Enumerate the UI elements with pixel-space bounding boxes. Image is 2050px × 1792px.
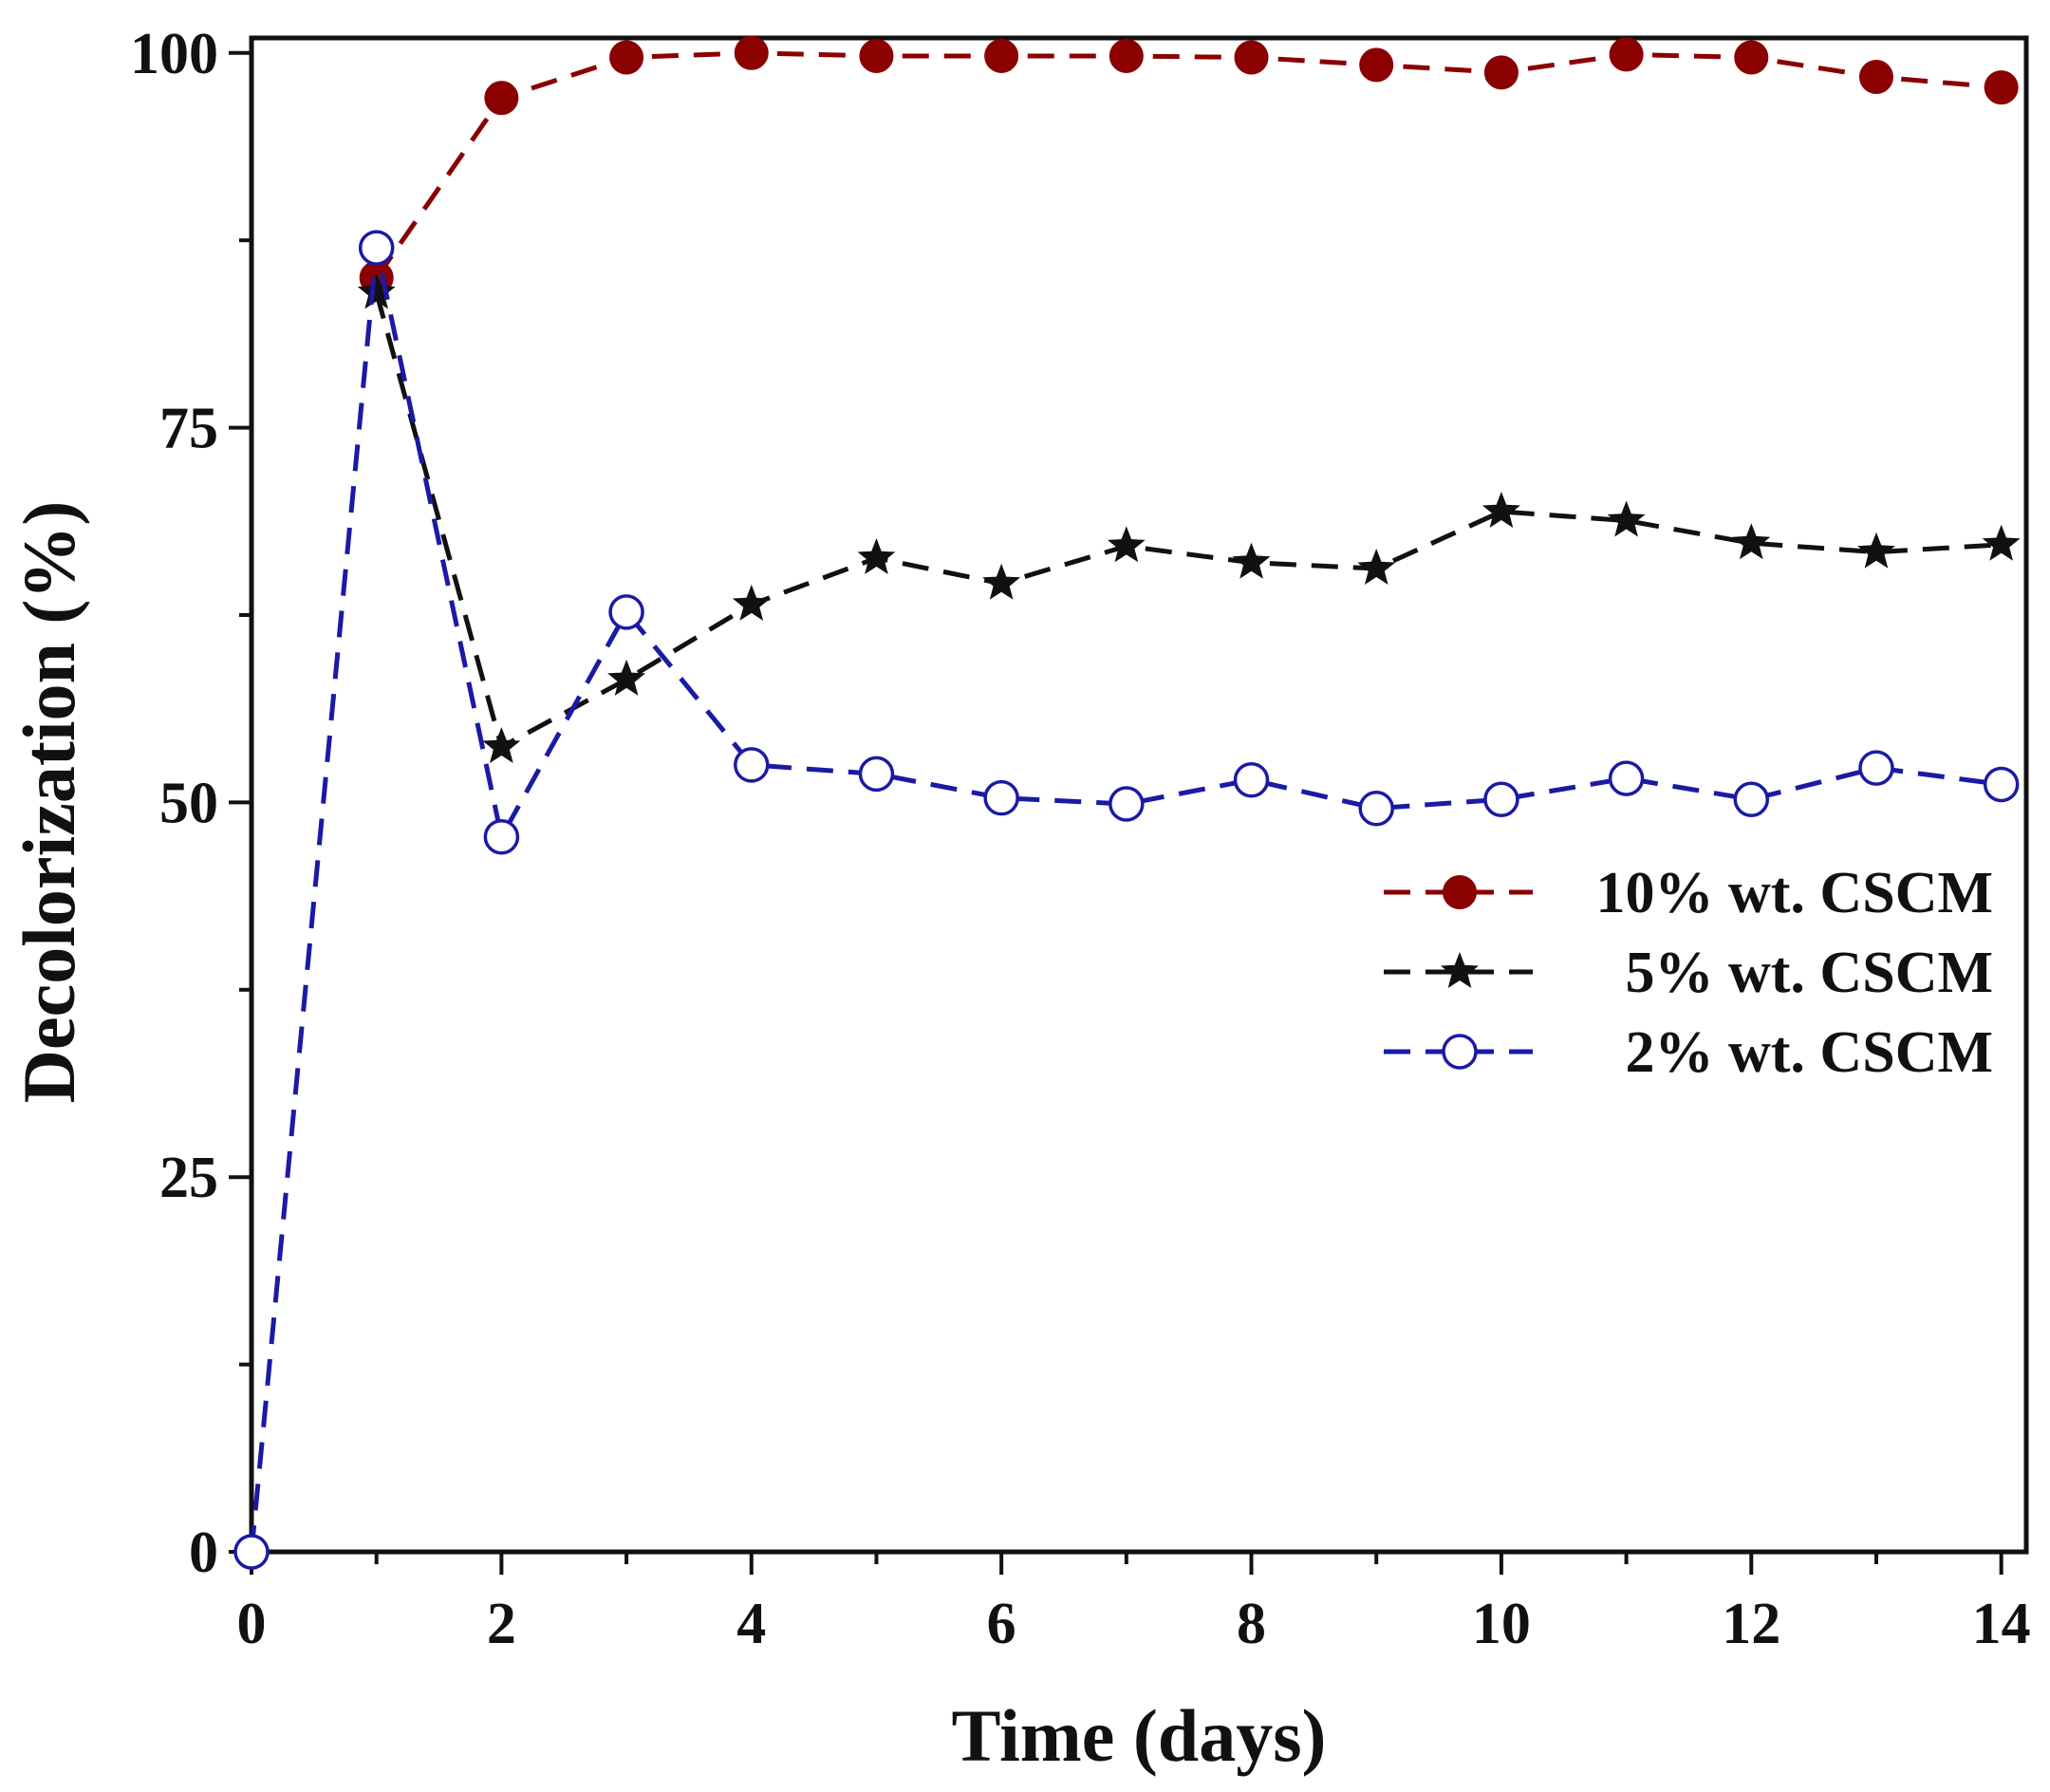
data-point-star	[1482, 492, 1520, 528]
data-point-filled-circle	[609, 40, 644, 75]
legend-label: 5% wt. CSCM	[1626, 941, 1993, 1005]
x-tick-label: 2	[487, 1592, 516, 1656]
y-tick-label: 75	[159, 397, 218, 461]
series-line	[374, 50, 2002, 280]
data-point-star	[1441, 952, 1479, 988]
data-point-star	[1857, 532, 1895, 569]
x-tick-label: 4	[736, 1592, 766, 1656]
data-point-star	[607, 659, 645, 696]
data-point-filled-circle	[1984, 70, 2019, 105]
data-point-open-circle	[1109, 786, 1145, 822]
data-point-star	[1607, 500, 1646, 537]
data-point-open-circle	[608, 594, 644, 630]
data-point-filled-circle	[984, 38, 1019, 73]
data-point-open-circle	[983, 779, 1019, 816]
data-point-star	[982, 563, 1021, 600]
data-point-filled-circle	[1734, 40, 1769, 75]
x-tick-label: 10	[1472, 1592, 1531, 1656]
x-tick-label: 0	[237, 1592, 267, 1656]
data-point-open-circle	[1608, 760, 1645, 796]
data-point-filled-circle	[1359, 47, 1394, 83]
data-point-open-circle	[1733, 781, 1770, 817]
data-point-star	[732, 584, 771, 621]
data-point-open-circle	[358, 230, 395, 266]
y-axis-title: Decolorization (%)	[8, 501, 90, 1104]
series-layer	[233, 35, 2021, 1570]
data-point-open-circle	[1983, 766, 2020, 803]
data-point-open-circle	[1483, 781, 1519, 817]
data-point-star	[1357, 549, 1396, 585]
legend-item: 10% wt. CSCM	[1384, 861, 1993, 925]
data-point-filled-circle	[1483, 55, 1519, 90]
legend-item: 2% wt. CSCM	[1384, 1020, 1993, 1085]
y-tick-label: 50	[159, 771, 218, 835]
x-tick-label: 8	[1237, 1592, 1266, 1656]
data-point-open-circle	[483, 818, 520, 855]
data-point-filled-circle	[859, 38, 894, 73]
data-point-filled-circle	[1109, 38, 1144, 73]
data-point-filled-circle	[484, 81, 519, 116]
data-point-open-circle	[858, 756, 895, 793]
y-tick-label: 0	[189, 1521, 218, 1585]
data-point-filled-circle	[1234, 40, 1269, 75]
data-point-filled-circle	[734, 35, 769, 70]
x-axis-title: Time (days)	[951, 1694, 1326, 1777]
data-point-open-circle	[1858, 750, 1894, 786]
data-point-star	[857, 538, 896, 574]
data-point-open-circle	[1233, 761, 1270, 798]
legend: 10% wt. CSCM 5% wt. CSCM 2% wt. CSCM	[1384, 861, 1993, 1085]
legend-item: 5% wt. CSCM	[1384, 941, 1993, 1005]
data-point-star	[1232, 542, 1271, 579]
data-point-star	[357, 272, 396, 309]
y-tick-label: 25	[159, 1146, 218, 1210]
data-point-open-circle	[1358, 790, 1394, 827]
x-tick-label: 12	[1722, 1592, 1780, 1656]
axes-layer: 0 2 4 6 8 10 12 14 0 25 50 75 100	[130, 22, 2031, 1656]
x-tick-label: 14	[1972, 1592, 2031, 1656]
series-2	[357, 272, 2021, 763]
series-3	[233, 230, 2020, 1570]
data-point-open-circle	[734, 747, 770, 783]
y-tick-label: 100	[130, 22, 218, 86]
data-point-open-circle	[1442, 1034, 1478, 1070]
data-point-filled-circle	[1858, 60, 1893, 95]
series-line	[374, 291, 2002, 751]
plot-frame	[249, 35, 2029, 1555]
data-point-filled-circle	[1609, 37, 1644, 72]
x-tick-label: 6	[987, 1592, 1016, 1656]
data-point-star	[1982, 524, 2021, 561]
data-point-open-circle	[233, 1534, 270, 1570]
data-point-star	[1732, 523, 1771, 560]
data-point-star	[1107, 526, 1146, 563]
data-point-star	[482, 727, 521, 763]
legend-label: 10% wt. CSCM	[1596, 861, 1993, 925]
legend-label: 2% wt. CSCM	[1626, 1020, 1993, 1085]
series-1	[359, 35, 2019, 295]
data-point-filled-circle	[1443, 875, 1477, 909]
